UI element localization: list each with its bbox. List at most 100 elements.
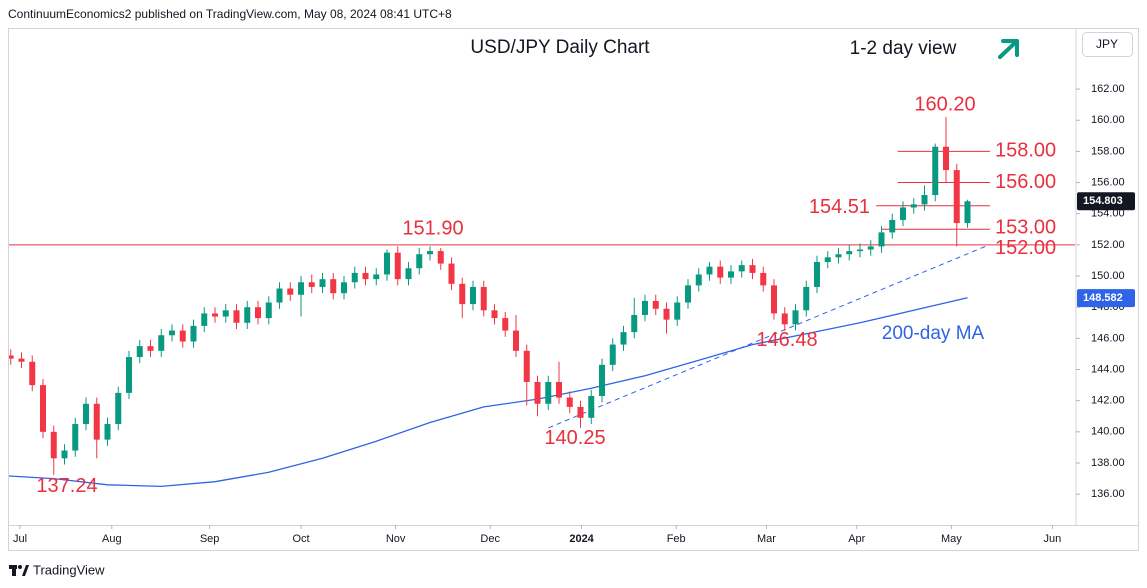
candle xyxy=(104,417,111,446)
candle-body xyxy=(953,170,960,224)
y-tick-label: 140.00 xyxy=(1091,426,1125,438)
candle-body xyxy=(373,274,380,280)
candle xyxy=(620,325,627,351)
candle-body xyxy=(921,195,928,205)
candle xyxy=(663,302,670,334)
candle-body xyxy=(749,265,756,273)
x-tick-label: May xyxy=(941,533,962,545)
candle-body xyxy=(40,385,46,432)
candle xyxy=(448,257,455,291)
candle xyxy=(781,307,788,331)
candle xyxy=(792,304,799,331)
x-tick-label: Nov xyxy=(386,533,406,545)
candle-body xyxy=(642,300,648,315)
candle xyxy=(437,247,444,270)
candle xyxy=(115,386,122,431)
candle xyxy=(276,282,283,309)
candle-body xyxy=(792,310,799,325)
candle xyxy=(523,344,530,406)
candle-body xyxy=(222,310,229,317)
subtitle: 1-2 day view xyxy=(850,38,957,59)
candle-body xyxy=(889,219,896,233)
candle xyxy=(72,417,79,457)
candle xyxy=(943,117,949,183)
candle-body xyxy=(9,355,14,359)
currency-box[interactable] xyxy=(1082,32,1133,57)
candle-body xyxy=(244,307,251,323)
x-tick-label: Oct xyxy=(292,533,309,545)
candle xyxy=(29,355,36,392)
currency-label[interactable]: JPY xyxy=(1096,37,1118,51)
candle xyxy=(158,329,165,358)
candle xyxy=(577,400,584,428)
x-tick-label: Jul xyxy=(13,533,27,545)
candle xyxy=(470,280,476,311)
candle xyxy=(910,198,917,214)
candle xyxy=(889,213,896,239)
candle xyxy=(405,262,412,286)
candle-body xyxy=(609,344,616,365)
candle xyxy=(9,349,14,365)
candle-body xyxy=(308,282,315,287)
candle xyxy=(846,244,853,261)
candle xyxy=(631,297,638,339)
candle xyxy=(556,361,562,404)
y-tick-label: 162.00 xyxy=(1091,83,1125,95)
y-tick-label: 138.00 xyxy=(1091,457,1125,469)
candle xyxy=(40,378,46,439)
candle xyxy=(599,358,605,403)
candle-body xyxy=(910,204,917,208)
candle-body xyxy=(319,279,326,287)
candle-body xyxy=(459,283,466,305)
candle xyxy=(136,339,143,364)
candle xyxy=(373,268,380,286)
candle xyxy=(921,185,928,211)
candle xyxy=(749,258,756,280)
candle-body xyxy=(491,310,498,319)
candle-body xyxy=(61,450,68,459)
plot xyxy=(9,117,1075,488)
candle xyxy=(201,307,208,333)
candle-body xyxy=(566,397,573,407)
candle-body xyxy=(190,325,197,342)
candle-body xyxy=(534,381,541,404)
candle-body xyxy=(18,358,25,362)
price-badge-label: 148.582 xyxy=(1083,292,1123,304)
y-tick-label: 158.00 xyxy=(1091,145,1125,157)
y-tick-label: 144.00 xyxy=(1091,363,1125,375)
candle-body xyxy=(276,288,283,303)
candle-body xyxy=(760,272,767,286)
candle xyxy=(287,282,294,301)
candle-body xyxy=(728,271,734,278)
candle xyxy=(609,338,616,372)
candle xyxy=(803,280,810,317)
footer-brand: TradingView xyxy=(33,562,105,577)
candle xyxy=(867,240,874,256)
candle xyxy=(814,255,820,294)
candle xyxy=(900,201,906,227)
y-tick-label: 142.00 xyxy=(1091,395,1125,407)
candle-body xyxy=(351,272,358,283)
x-tick-label: 2024 xyxy=(569,533,594,545)
level-label: 140.25 xyxy=(544,427,605,449)
candle xyxy=(771,279,777,320)
candle xyxy=(93,397,100,459)
candle xyxy=(824,251,831,269)
candle-body xyxy=(652,300,659,309)
candle xyxy=(534,375,541,417)
candle xyxy=(212,307,218,323)
candle xyxy=(126,350,132,400)
candle-body xyxy=(233,310,240,323)
level-label: 154.51 xyxy=(809,196,870,218)
header: ContinuumEconomics2 published on Trading… xyxy=(8,7,452,21)
candle xyxy=(706,262,713,281)
candle-body xyxy=(577,406,584,418)
candle-body xyxy=(72,424,79,451)
candle-body xyxy=(878,232,885,247)
candle xyxy=(351,266,358,289)
candle-body xyxy=(599,364,605,396)
candle-body xyxy=(513,330,519,351)
candle-body xyxy=(620,332,627,345)
candle xyxy=(255,300,261,325)
